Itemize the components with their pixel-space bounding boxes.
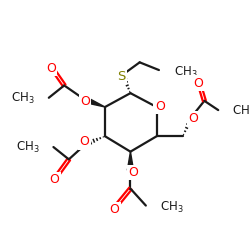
Text: O: O <box>155 100 165 113</box>
Text: S: S <box>117 70 126 83</box>
Text: O: O <box>109 203 119 216</box>
Text: O: O <box>79 135 89 148</box>
Text: CH$_3$: CH$_3$ <box>174 65 198 80</box>
Text: O: O <box>189 112 198 125</box>
Text: CH$_3$: CH$_3$ <box>232 104 250 119</box>
Text: O: O <box>80 95 90 108</box>
Text: O: O <box>49 173 59 186</box>
Polygon shape <box>127 152 134 170</box>
Text: CH$_3$: CH$_3$ <box>16 140 40 155</box>
Text: CH$_3$: CH$_3$ <box>11 91 35 106</box>
Text: O: O <box>193 77 203 90</box>
Text: CH$_3$: CH$_3$ <box>160 200 184 216</box>
Polygon shape <box>83 96 105 107</box>
Text: O: O <box>46 62 56 75</box>
Text: O: O <box>128 166 138 179</box>
